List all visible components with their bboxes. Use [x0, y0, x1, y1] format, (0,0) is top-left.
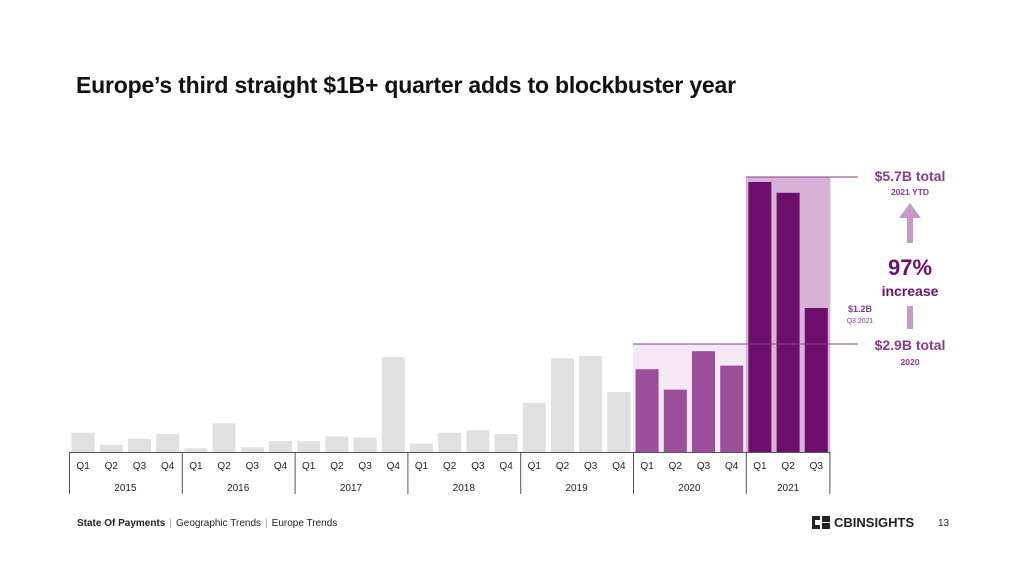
quarter-label: Q1: [189, 461, 203, 472]
bar-2021-q3: [804, 308, 828, 452]
pct-increase-label: increase: [882, 283, 939, 299]
quarter-label: Q3: [697, 461, 711, 472]
bar-2016-q1: [184, 448, 208, 452]
bar-2019-q1: [522, 402, 546, 452]
bar-2016-q4: [269, 441, 292, 452]
footer-section-europe: Europe Trends: [271, 518, 338, 529]
page-number: 13: [938, 518, 950, 529]
quarter-label: Q2: [443, 461, 457, 472]
page-title: Europe’s third straight $1B+ quarter add…: [76, 72, 736, 98]
footer-section-geographic: Geographic Trends: [175, 518, 262, 529]
bar-2018-q2: [438, 432, 462, 452]
bar-2020-q2: [663, 389, 687, 452]
bar-2020-q4: [720, 365, 744, 452]
quarter-label: Q3: [246, 461, 260, 472]
quarter-label: Q3: [471, 461, 485, 472]
quarter-label: Q1: [640, 461, 654, 472]
bar-2017-q1: [297, 441, 321, 452]
quarter-label: Q3: [584, 461, 598, 472]
arrow-up-icon: [899, 203, 921, 218]
footer-report: State Of Payments: [77, 518, 166, 529]
quarter-label: Q4: [612, 461, 626, 472]
bar-2016-q2: [212, 423, 236, 452]
quarter-label: Q4: [387, 461, 401, 472]
bar-2020-q3: [692, 351, 715, 452]
year-label: 2019: [565, 483, 588, 494]
quarter-label: Q3: [358, 461, 372, 472]
year-label: 2016: [227, 483, 250, 494]
quarter-label: Q2: [217, 461, 231, 472]
quarter-label: Q2: [556, 461, 570, 472]
quarter-label: Q2: [330, 461, 344, 472]
bar-2018-q3: [466, 430, 490, 452]
quarter-label: Q1: [528, 461, 542, 472]
bar-2018-q1: [410, 443, 433, 452]
total-2020-sublabel: 2020: [901, 357, 920, 367]
year-label: 2018: [453, 483, 476, 494]
quarter-label: Q2: [781, 461, 795, 472]
quarter-label: Q4: [499, 461, 513, 472]
total-2021-label: $5.7B total: [875, 168, 946, 184]
bar-2021-q2: [776, 192, 800, 453]
bar-2015-q2: [99, 444, 123, 452]
quarter-label: Q2: [669, 461, 683, 472]
cbinsights-logo-icon: [812, 516, 830, 529]
quarter-label: Q1: [76, 461, 90, 472]
quarter-label: Q4: [161, 461, 175, 472]
bar-2021-q1: [748, 182, 772, 452]
quarter-label: Q3: [133, 461, 147, 472]
quarter-label: Q1: [753, 461, 767, 472]
bar-2017-q3: [353, 437, 377, 452]
q3-2021-value: $1.2B: [848, 304, 873, 314]
year-label: 2020: [678, 483, 701, 494]
total-2021-sublabel: 2021 YTD: [891, 187, 929, 197]
year-label: 2017: [340, 483, 363, 494]
quarter-label: Q1: [302, 461, 316, 472]
arrow-shaft: [907, 217, 913, 243]
quarter-label: Q2: [105, 461, 119, 472]
bar-2015-q4: [156, 434, 180, 452]
quarter-label: Q4: [274, 461, 288, 472]
q3-2021-sublabel: Q3 2021: [847, 318, 874, 325]
bar-2015-q3: [128, 438, 151, 452]
bar-2017-q2: [325, 436, 349, 452]
quarter-label: Q3: [810, 461, 824, 472]
bar-2019-q2: [551, 358, 574, 452]
pct-increase-value: 97%: [888, 255, 932, 280]
footer-breadcrumb: State Of Payments | Geographic Trends | Euro…: [77, 518, 338, 529]
year-label: 2021: [777, 483, 800, 494]
bar-2019-q3: [579, 356, 603, 452]
total-2020-label: $2.9B total: [875, 337, 946, 353]
brand-name: CBINSIGHTS: [834, 515, 915, 530]
bar-2019-q4: [607, 392, 631, 452]
bar-2015-q1: [71, 432, 95, 452]
bar-2016-q3: [240, 447, 264, 452]
quarter-label: Q1: [415, 461, 429, 472]
bar-2017-q4: [381, 357, 405, 452]
cbinsights-logo: CBINSIGHTS: [812, 515, 914, 530]
quarter-label: Q4: [725, 461, 739, 472]
bar-2018-q4: [494, 434, 518, 452]
year-label: 2015: [114, 483, 137, 494]
arrow-shaft-lower: [907, 306, 913, 329]
bar-2020-q1: [635, 369, 659, 452]
